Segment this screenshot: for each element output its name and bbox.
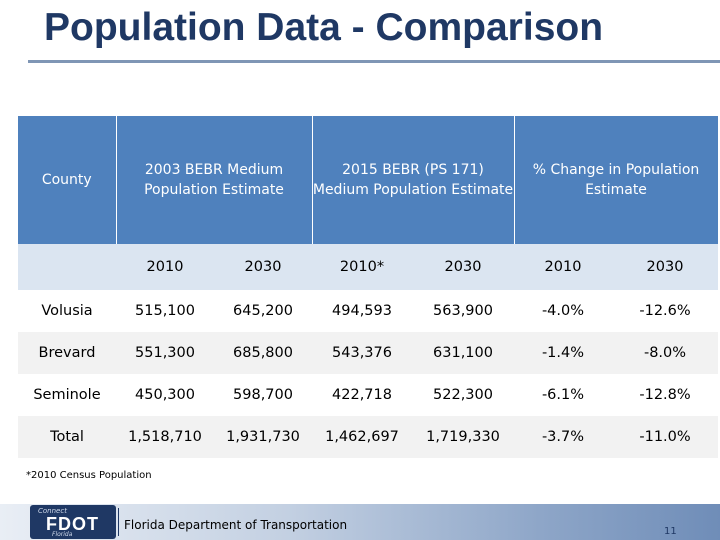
subheader-cell (18, 244, 116, 290)
county-cell: Seminole (18, 374, 116, 416)
header-pct-change: % Change in Population Estimate (514, 116, 719, 244)
county-cell: Volusia (18, 290, 116, 332)
table-cell: -3.7% (514, 416, 612, 458)
table-cell: -1.4% (514, 332, 612, 374)
table-cell: 515,100 (116, 290, 214, 332)
table-cell: 598,700 (214, 374, 312, 416)
table-cell: 1,462,697 (312, 416, 412, 458)
table-cell: 1,518,710 (116, 416, 214, 458)
page-number: 11 (664, 526, 677, 537)
table-row: Total 1,518,710 1,931,730 1,462,697 1,71… (18, 416, 719, 458)
table-cell: 685,800 (214, 332, 312, 374)
footnote: *2010 Census Population (26, 470, 152, 481)
table-cell: 494,593 (312, 290, 412, 332)
table-row: Seminole 450,300 598,700 422,718 522,300… (18, 374, 719, 416)
table-cell: 1,931,730 (214, 416, 312, 458)
table-cell: 551,300 (116, 332, 214, 374)
header-county: County (18, 116, 117, 244)
table-cell: 522,300 (412, 374, 514, 416)
table-row: Brevard 551,300 685,800 543,376 631,100 … (18, 332, 719, 374)
logo-main-text: FDOT (46, 514, 99, 534)
county-cell: Brevard (18, 332, 116, 374)
subheader-cell: 2030 (214, 244, 312, 290)
table-cell: -12.6% (612, 290, 719, 332)
title-divider (28, 60, 720, 63)
county-cell: Total (18, 416, 116, 458)
table-cell: -8.0% (612, 332, 719, 374)
subheader-cell: 2030 (612, 244, 719, 290)
fdot-logo: Connect FDOT Florida (30, 505, 116, 539)
subheader-cell: 2010* (312, 244, 412, 290)
logo-top-text: Connect (38, 507, 67, 515)
table-row: Volusia 515,100 645,200 494,593 563,900 … (18, 290, 719, 332)
table-cell: 631,100 (412, 332, 514, 374)
table-cell: -11.0% (612, 416, 719, 458)
table-cell: -6.1% (514, 374, 612, 416)
header-bebr-2003: 2003 BEBR Medium Population Estimate (116, 116, 313, 244)
table-cell: 563,900 (412, 290, 514, 332)
footer-bar (0, 504, 720, 540)
slide-title: Population Data - Comparison (44, 6, 604, 49)
population-table: County 2003 BEBR Medium Population Estim… (18, 116, 719, 458)
subheader-cell: 2010 (514, 244, 612, 290)
table-cell: -4.0% (514, 290, 612, 332)
subheader-cell: 2010 (116, 244, 214, 290)
header-bebr-2015: 2015 BEBR (PS 171) Medium Population Est… (312, 116, 515, 244)
footer-org-name: Florida Department of Transportation (124, 518, 348, 532)
table-cell: -12.8% (612, 374, 719, 416)
table-cell: 450,300 (116, 374, 214, 416)
table-cell: 645,200 (214, 290, 312, 332)
table-cell: 543,376 (312, 332, 412, 374)
table-cell: 422,718 (312, 374, 412, 416)
logo-bottom-text: Florida (52, 531, 73, 538)
table-cell: 1,719,330 (412, 416, 514, 458)
footer-divider (118, 508, 119, 536)
subheader-cell: 2030 (412, 244, 514, 290)
